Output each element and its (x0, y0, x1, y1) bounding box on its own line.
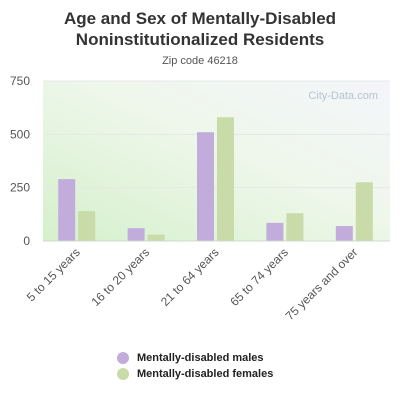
bar-females-1 (78, 211, 96, 241)
bar-males-5 (335, 226, 353, 241)
x-tick-label-1: 5 to 15 years (24, 245, 83, 304)
chart-subtitle: Zip code 46218 (162, 55, 238, 67)
chart-title-line-2: Noninstitutionalized Residents (75, 30, 325, 49)
chart-title-line-1: Age and Sex of Mentally-Disabled (63, 9, 337, 28)
y-tick-label-500: 500 (10, 127, 30, 141)
legend-swatch-females (117, 368, 129, 380)
legend-swatch-males (117, 352, 129, 364)
plot-area (43, 81, 390, 241)
x-tick-label-4: 65 to 74 years (227, 245, 291, 309)
bar-females-5 (355, 182, 373, 241)
y-tick-label-250: 250 (10, 181, 30, 195)
bar-males-2 (127, 228, 145, 241)
bar-males-3 (197, 132, 214, 241)
y-tick-label-750: 750 (10, 74, 30, 88)
bar-females-2 (147, 234, 165, 241)
watermark-text: City-Data.com (308, 90, 378, 102)
chart-legend: Mentally-disabled males Mentally-disable… (117, 350, 273, 382)
x-tick-label-3: 21 to 64 years (158, 245, 222, 309)
x-tick-label-2: 16 to 20 years (89, 245, 153, 309)
bar-males-1 (58, 179, 76, 241)
legend-item-males: Mentally-disabled males (117, 350, 273, 366)
y-tick-label-0: 0 (23, 234, 30, 248)
bar-males-4 (266, 222, 284, 241)
legend-label-males: Mentally-disabled males (137, 352, 264, 364)
bar-females-4 (286, 213, 304, 241)
legend-item-females: Mentally-disabled females (117, 366, 273, 382)
x-tick-label-5: 75 years and over (283, 245, 361, 323)
bar-chart: 0 250 500 750 City-Data.com 5 to 15 years 16 t… (10, 74, 390, 323)
legend-label-females: Mentally-disabled females (137, 368, 274, 380)
bar-females-3 (217, 117, 234, 241)
chart-title: Age and Sex of Mentally-Disabled Noninst… (0, 8, 400, 50)
